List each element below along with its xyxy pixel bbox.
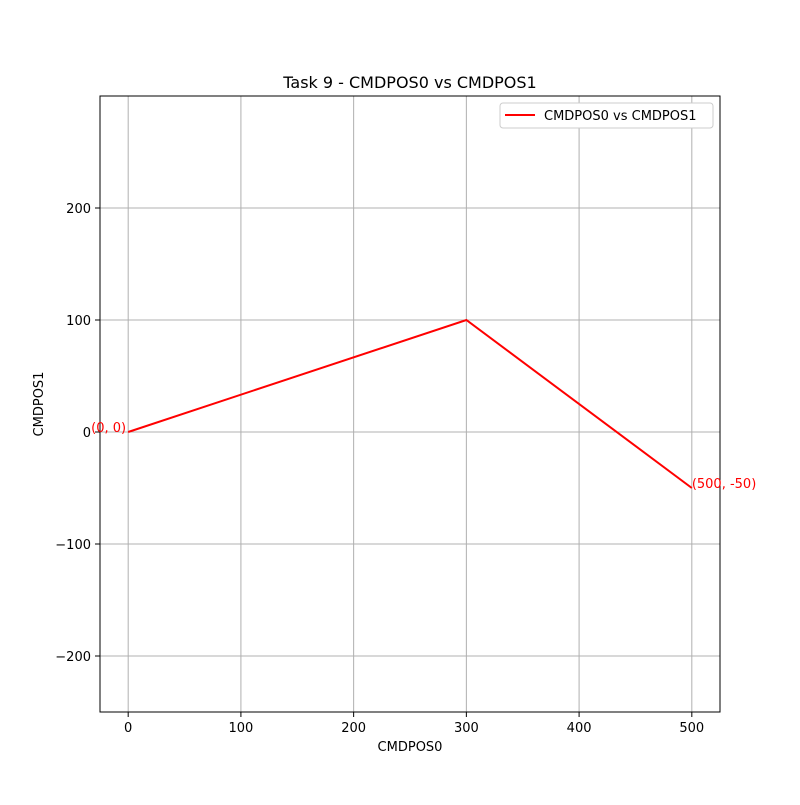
- y-tick-label: 200: [66, 202, 91, 217]
- x-tick-label: 100: [228, 721, 253, 736]
- y-tick-label: 0: [83, 426, 91, 441]
- ticks: 0 100 200 300 400 500 −200 −100 0 100 200: [55, 202, 704, 736]
- x-tick-label: 500: [679, 721, 704, 736]
- plot-frame: [99, 95, 721, 713]
- y-tick-label: 100: [66, 314, 91, 329]
- x-tick-label: 400: [567, 721, 592, 736]
- y-tick-label: −100: [55, 538, 91, 553]
- x-tick-label: 200: [341, 721, 366, 736]
- point-annotation: (500, -50): [692, 477, 756, 492]
- point-annotation: (0, 0): [91, 421, 126, 436]
- x-tick-label: 300: [454, 721, 479, 736]
- chart-title: Task 9 - CMDPOS0 vs CMDPOS1: [282, 73, 536, 92]
- grid: [100, 96, 720, 712]
- series-layer: [127, 318, 693, 489]
- annotations: (0, 0) (500, -50): [91, 421, 756, 492]
- legend: CMDPOS0 vs CMDPOS1: [499, 102, 714, 129]
- legend-label: CMDPOS0 vs CMDPOS1: [544, 109, 697, 124]
- x-tick-label: 0: [124, 721, 132, 736]
- legend-box: [499, 102, 714, 129]
- y-tick-label: −200: [55, 650, 91, 665]
- x-axis-label: CMDPOS0: [378, 740, 443, 755]
- series-line: [127, 318, 693, 489]
- y-axis-label: CMDPOS1: [32, 372, 47, 437]
